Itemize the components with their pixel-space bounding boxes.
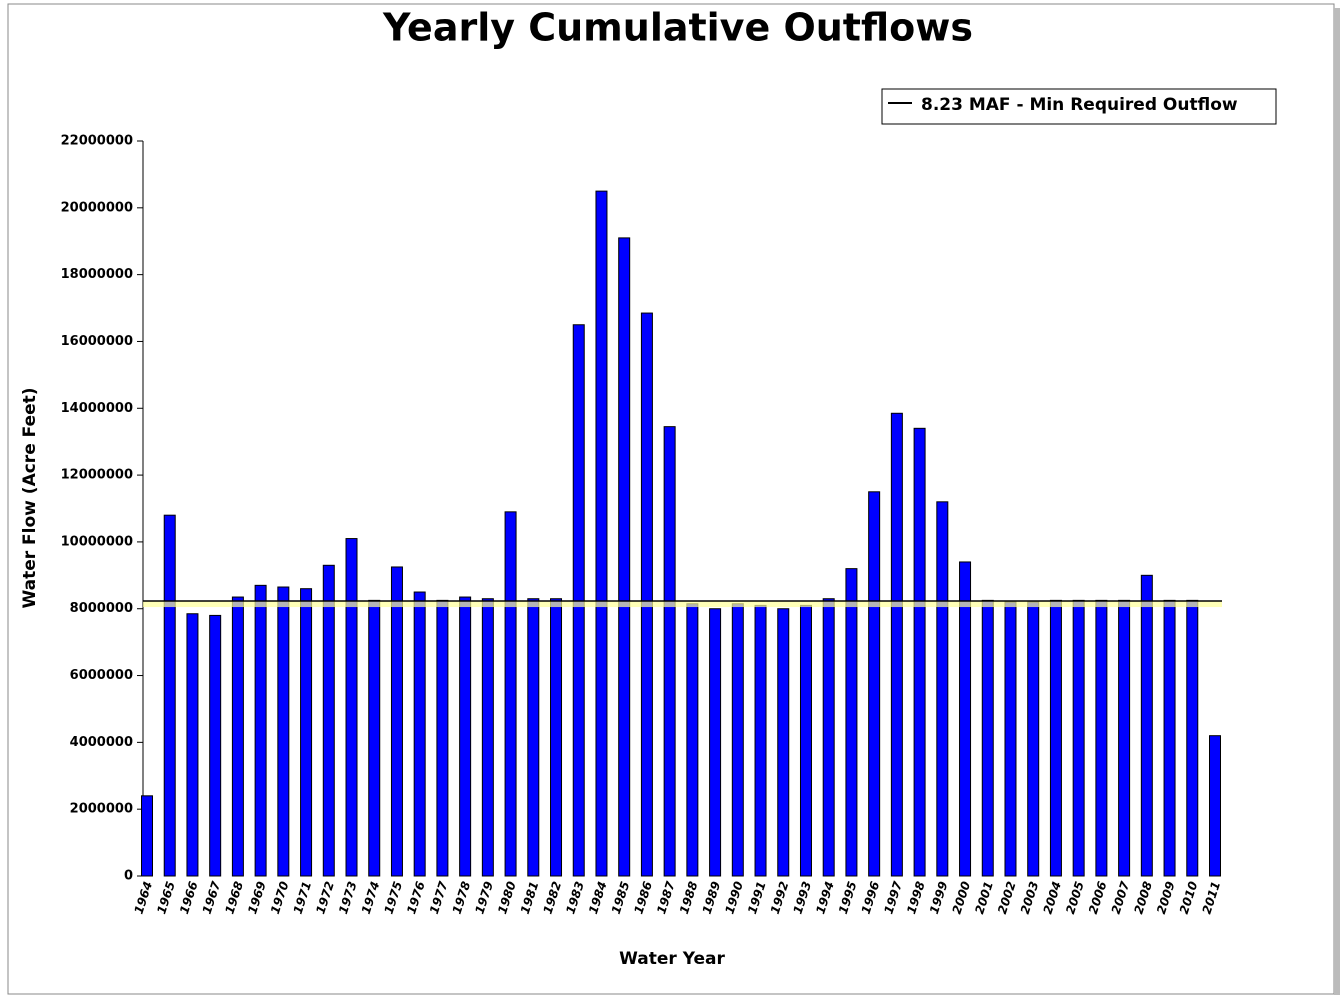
y-tick-label: 2000000 bbox=[70, 802, 133, 817]
bar bbox=[527, 598, 540, 877]
bar bbox=[254, 584, 267, 877]
bar bbox=[709, 608, 722, 877]
bar bbox=[777, 608, 790, 877]
bar bbox=[550, 598, 563, 877]
bar bbox=[868, 491, 881, 877]
y-tick-label: 14000000 bbox=[61, 401, 133, 416]
bar bbox=[799, 604, 812, 877]
legend-label: 8.23 MAF - Min Required Outflow bbox=[921, 95, 1238, 115]
y-tick-label: 20000000 bbox=[61, 200, 133, 215]
bar bbox=[368, 599, 381, 877]
bar bbox=[822, 598, 835, 877]
bar bbox=[459, 596, 472, 877]
bar bbox=[141, 795, 153, 877]
bar bbox=[1095, 599, 1108, 877]
bar bbox=[618, 237, 631, 877]
bar bbox=[231, 596, 244, 877]
bar bbox=[1072, 599, 1085, 877]
bar bbox=[913, 427, 926, 877]
bar bbox=[1140, 574, 1153, 877]
bar bbox=[1163, 599, 1176, 877]
bar bbox=[1209, 735, 1221, 877]
chart-title: Yearly Cumulative Outflows bbox=[382, 6, 973, 50]
bar bbox=[845, 568, 858, 877]
y-tick-label: 18000000 bbox=[61, 267, 133, 282]
y-tick-label: 22000000 bbox=[61, 134, 133, 149]
bar bbox=[731, 603, 744, 877]
bar bbox=[209, 614, 222, 877]
x-axis-label: Water Year bbox=[619, 949, 725, 969]
legend-box bbox=[881, 88, 1277, 125]
y-tick-label: 12000000 bbox=[61, 468, 133, 483]
bar bbox=[890, 412, 903, 877]
y-tick-label: 4000000 bbox=[70, 735, 133, 750]
bar bbox=[936, 501, 949, 877]
bar bbox=[186, 613, 199, 877]
bar bbox=[413, 591, 426, 877]
bar bbox=[1186, 599, 1199, 877]
bar bbox=[345, 538, 358, 877]
bar bbox=[663, 426, 676, 877]
y-tick-label: 8000000 bbox=[70, 601, 133, 616]
y-tick-label: 0 bbox=[124, 869, 133, 884]
bar bbox=[322, 564, 335, 877]
reference-band bbox=[143, 601, 1222, 608]
bar bbox=[595, 190, 608, 877]
frame-shadow bbox=[1334, 8, 1340, 995]
bar bbox=[390, 566, 403, 877]
bar bbox=[754, 604, 767, 877]
bar bbox=[504, 511, 517, 877]
y-axis-label: Water Flow (Acre Feet) bbox=[20, 387, 40, 608]
bar bbox=[300, 588, 313, 877]
bar bbox=[686, 603, 699, 877]
bar bbox=[1027, 601, 1040, 877]
bar bbox=[436, 599, 449, 877]
bar bbox=[481, 598, 494, 877]
bar bbox=[640, 312, 653, 877]
y-tick-label: 10000000 bbox=[61, 534, 133, 549]
y-tick-label: 6000000 bbox=[70, 668, 133, 683]
bar bbox=[1004, 601, 1017, 877]
bar bbox=[1049, 599, 1062, 877]
bar bbox=[1118, 599, 1131, 877]
bar bbox=[277, 586, 290, 877]
bar bbox=[981, 599, 994, 877]
bar bbox=[163, 514, 176, 877]
bar bbox=[959, 561, 972, 877]
y-tick-label: 16000000 bbox=[61, 334, 133, 349]
